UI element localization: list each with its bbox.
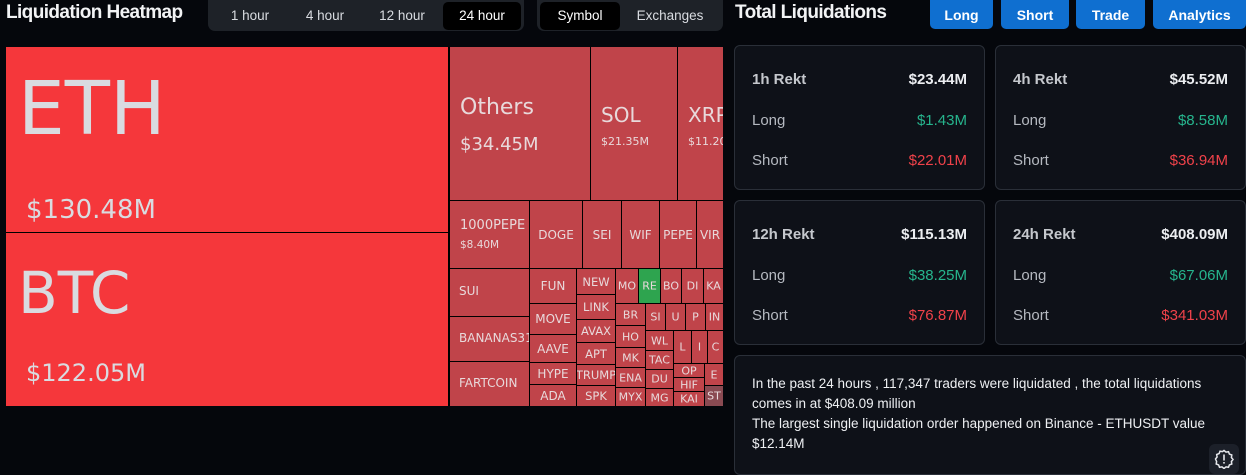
liquidation-heatmap: ETH $130.48M BTC $122.05M Others $34.45M… <box>6 47 723 406</box>
heatmap-cell-sei[interactable]: SEI <box>583 201 621 268</box>
heatmap-cell-mo[interactable]: MO <box>616 269 638 303</box>
tab-12-hour[interactable]: 12 hour <box>379 8 425 23</box>
card-title: 12h Rekt <box>752 226 815 243</box>
heatmap-cell-ena[interactable]: ENA <box>616 368 645 387</box>
tab-24-hour[interactable]: 24 hour <box>443 1 521 30</box>
heatmap-cell-hif[interactable]: HIF <box>674 378 704 391</box>
tab-symbol[interactable]: Symbol <box>540 1 620 30</box>
stat-card-4h: 4h Rekt $45.52M Long $8.58M Short $36.94M <box>995 45 1246 190</box>
long-label: Long <box>1013 267 1047 284</box>
feedback-button[interactable] <box>1209 444 1239 474</box>
stat-card-12h: 12h Rekt $115.13M Long $38.25M Short $76.87… <box>734 200 985 345</box>
heatmap-cell-in[interactable]: IN <box>706 304 723 330</box>
heatmap-cell-di[interactable]: DI <box>682 269 703 303</box>
heatmap-cell-fun[interactable]: FUN <box>530 269 576 303</box>
view-tabs: Symbol Exchanges <box>537 0 723 31</box>
analytics-button[interactable]: Analytics <box>1153 0 1246 29</box>
heatmap-cell-1000pepe[interactable]: 1000PEPE $8.40M <box>450 201 529 268</box>
page-title: Liquidation Heatmap <box>6 2 183 23</box>
heatmap-cell-st[interactable]: ST <box>705 386 723 406</box>
heatmap-cell-move[interactable]: MOVE <box>530 304 576 334</box>
long-label: Long <box>752 112 786 129</box>
card-title: 24h Rekt <box>1013 226 1076 243</box>
short-label: Short <box>1013 307 1049 324</box>
short-value: $341.03M <box>1161 307 1228 324</box>
heatmap-cell-du[interactable]: DU <box>646 370 673 388</box>
heatmap-cell-pepe[interactable]: PEPE <box>660 201 696 268</box>
heatmap-cell-p[interactable]: P <box>686 304 705 330</box>
heatmap-cell-br[interactable]: BR <box>616 304 645 325</box>
heatmap-cell-i[interactable]: I <box>692 331 707 363</box>
heatmap-cell-ada[interactable]: ADA <box>530 385 576 406</box>
stat-card-24h: 24h Rekt $408.09M Long $67.06M Short $341.0… <box>995 200 1246 345</box>
summary-panel: In the past 24 hours , 117,347 traders w… <box>734 355 1246 475</box>
heatmap-cell-sol[interactable]: SOL $21.35M <box>591 47 677 200</box>
card-total: $23.44M <box>908 71 967 88</box>
tab-1-hour[interactable]: 1 hour <box>230 8 270 23</box>
heatmap-cell-re[interactable]: RE <box>639 269 660 303</box>
long-button[interactable]: Long <box>930 0 993 29</box>
heatmap-cell-avax[interactable]: AVAX <box>577 320 615 342</box>
long-value: $1.43M <box>916 112 967 129</box>
heatmap-cell-doge[interactable]: DOGE <box>530 201 582 268</box>
heatmap-cell-bananas31[interactable]: BANANAS31 <box>450 317 529 361</box>
heatmap-cell-mk[interactable]: MK <box>616 348 645 367</box>
long-value: $67.06M <box>1169 267 1228 284</box>
short-value: $76.87M <box>908 307 967 324</box>
short-label: Short <box>752 152 788 169</box>
heatmap-cell-sui[interactable]: SUI <box>450 269 529 316</box>
short-label: Short <box>752 307 788 324</box>
heatmap-cell-si[interactable]: SI <box>646 304 665 330</box>
summary-line-1: In the past 24 hours , 117,347 traders w… <box>752 376 1202 411</box>
long-label: Long <box>752 267 786 284</box>
heatmap-cell-xrp[interactable]: XRP $11.20M <box>678 47 723 200</box>
heatmap-cell-l[interactable]: L <box>674 331 691 363</box>
heatmap-cell-ka[interactable]: KA <box>704 269 723 303</box>
card-title: 4h Rekt <box>1013 71 1068 88</box>
heatmap-cell-aave[interactable]: AAVE <box>530 335 576 362</box>
heatmap-cell-kai[interactable]: KAI <box>674 392 704 406</box>
heatmap-cell-eth[interactable]: ETH $130.48M <box>6 47 448 232</box>
short-button[interactable]: Short <box>1001 0 1069 29</box>
heatmap-cell-fartcoin[interactable]: FARTCOIN <box>450 362 529 406</box>
heatmap-cell-op[interactable]: OP <box>674 364 704 377</box>
heatmap-cell-c[interactable]: C <box>708 331 723 363</box>
heatmap-cell-spk[interactable]: SPK <box>577 386 615 406</box>
long-label: Long <box>1013 112 1047 129</box>
trade-button[interactable]: Trade <box>1076 0 1145 29</box>
heatmap-cell-others[interactable]: Others $34.45M <box>450 47 590 200</box>
short-value: $36.94M <box>1169 152 1228 169</box>
short-value: $22.01M <box>908 152 967 169</box>
time-range-tabs: 1 hour 4 hour 12 hour 24 hour <box>208 0 524 31</box>
heatmap-cell-wl[interactable]: WL <box>646 331 673 350</box>
heatmap-cell-mg[interactable]: MG <box>646 389 673 406</box>
card-title: 1h Rekt <box>752 71 807 88</box>
summary-line-2: The largest single liquidation order hap… <box>752 416 1206 451</box>
heatmap-cell-hype[interactable]: HYPE <box>530 363 576 384</box>
heatmap-cell-btc[interactable]: BTC $122.05M <box>6 233 448 406</box>
short-label: Short <box>1013 152 1049 169</box>
heatmap-cell-u[interactable]: U <box>666 304 685 330</box>
heatmap-cell-wif[interactable]: WIF <box>622 201 659 268</box>
card-total: $45.52M <box>1169 71 1228 88</box>
heatmap-cell-trump[interactable]: TRUMP <box>577 365 615 385</box>
long-value: $8.58M <box>1177 112 1228 129</box>
tab-4-hour[interactable]: 4 hour <box>305 8 345 23</box>
alert-badge-icon <box>1214 449 1234 469</box>
heatmap-cell-new[interactable]: NEW <box>577 269 615 294</box>
long-value: $38.25M <box>908 267 967 284</box>
heatmap-cell-apt[interactable]: APT <box>577 343 615 364</box>
card-total: $408.09M <box>1161 226 1228 243</box>
heatmap-cell-tac[interactable]: TAC <box>646 351 673 369</box>
stat-card-1h: 1h Rekt $23.44M Long $1.43M Short $22.01M <box>734 45 985 190</box>
tab-exchanges[interactable]: Exchanges <box>636 8 704 23</box>
heatmap-cell-vir[interactable]: VIR <box>697 201 723 268</box>
card-total: $115.13M <box>901 226 967 243</box>
total-liquidations-title: Total Liquidations <box>735 2 887 23</box>
heatmap-cell-ho[interactable]: HO <box>616 326 645 347</box>
heatmap-cell-bo[interactable]: BO <box>661 269 681 303</box>
heatmap-cell-e[interactable]: E <box>705 364 723 385</box>
heatmap-cell-link[interactable]: LINK <box>577 295 615 319</box>
heatmap-cell-myx[interactable]: MYX <box>616 388 645 406</box>
